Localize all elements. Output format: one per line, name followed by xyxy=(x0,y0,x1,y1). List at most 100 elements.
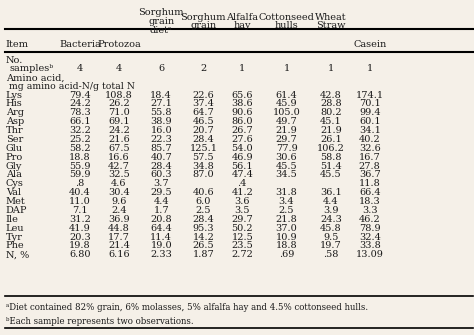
Text: Ser: Ser xyxy=(6,135,23,144)
Text: 2.33: 2.33 xyxy=(150,250,172,259)
Text: DAP: DAP xyxy=(6,206,27,215)
Text: Glu: Glu xyxy=(6,144,23,153)
Text: 66.1: 66.1 xyxy=(69,117,91,126)
Text: 27.8: 27.8 xyxy=(359,161,381,171)
Text: 40.6: 40.6 xyxy=(192,188,214,197)
Text: 59.9: 59.9 xyxy=(69,171,91,180)
Text: Alfalfa: Alfalfa xyxy=(226,13,258,22)
Text: 24.2: 24.2 xyxy=(69,99,91,109)
Text: 58.8: 58.8 xyxy=(320,153,342,162)
Text: 21.6: 21.6 xyxy=(108,135,130,144)
Text: 6: 6 xyxy=(158,64,164,73)
Text: Arg: Arg xyxy=(6,108,24,117)
Text: Protozoa: Protozoa xyxy=(97,40,141,49)
Text: 28.4: 28.4 xyxy=(192,215,214,224)
Text: 106.2: 106.2 xyxy=(317,144,345,153)
Text: 1: 1 xyxy=(283,64,290,73)
Text: 33.8: 33.8 xyxy=(359,242,381,251)
Text: 21.9: 21.9 xyxy=(320,126,342,135)
Text: 32.4: 32.4 xyxy=(359,232,381,242)
Text: 24.2: 24.2 xyxy=(108,126,130,135)
Text: 6.16: 6.16 xyxy=(108,250,130,259)
Text: Casein: Casein xyxy=(353,40,386,49)
Text: 6.80: 6.80 xyxy=(69,250,91,259)
Text: 29.7: 29.7 xyxy=(231,215,253,224)
Text: 3.5: 3.5 xyxy=(235,206,250,215)
Text: samplesᵇ: samplesᵇ xyxy=(9,64,54,73)
Text: 31.8: 31.8 xyxy=(276,188,297,197)
Text: 54.0: 54.0 xyxy=(231,144,253,153)
Text: 34.1: 34.1 xyxy=(359,126,381,135)
Text: 1: 1 xyxy=(239,64,246,73)
Text: Bacteria: Bacteria xyxy=(59,40,101,49)
Text: 44.8: 44.8 xyxy=(108,224,130,233)
Text: 36.7: 36.7 xyxy=(359,171,381,180)
Text: Item: Item xyxy=(6,40,29,49)
Text: 47.4: 47.4 xyxy=(231,171,253,180)
Text: dietᵃ: dietᵃ xyxy=(150,26,173,35)
Text: 11.8: 11.8 xyxy=(359,179,381,188)
Text: Ile: Ile xyxy=(6,215,18,224)
Text: .58: .58 xyxy=(323,250,338,259)
Text: 67.5: 67.5 xyxy=(108,144,130,153)
Text: 20.8: 20.8 xyxy=(150,215,172,224)
Text: 99.4: 99.4 xyxy=(359,108,381,117)
Text: 26.7: 26.7 xyxy=(231,126,253,135)
Text: 6.0: 6.0 xyxy=(196,197,211,206)
Text: 174.1: 174.1 xyxy=(356,90,384,99)
Text: Asp: Asp xyxy=(6,117,24,126)
Text: .8: .8 xyxy=(75,179,85,188)
Text: 80.2: 80.2 xyxy=(320,108,342,117)
Text: .69: .69 xyxy=(279,250,294,259)
Text: 2.72: 2.72 xyxy=(231,250,253,259)
Text: 20.3: 20.3 xyxy=(69,232,91,242)
Text: 16.6: 16.6 xyxy=(108,153,130,162)
Text: Phe: Phe xyxy=(6,242,24,251)
Text: No.: No. xyxy=(6,56,23,65)
Text: ᵃDiet contained 82% grain, 6% molasses, 5% alfalfa hay and 4.5% cottonseed hulls: ᵃDiet contained 82% grain, 6% molasses, … xyxy=(6,303,368,312)
Text: 50.2: 50.2 xyxy=(231,224,253,233)
Text: 22.6: 22.6 xyxy=(192,90,214,99)
Text: 55.9: 55.9 xyxy=(69,161,91,171)
Text: 26.2: 26.2 xyxy=(108,99,130,109)
Text: 64.4: 64.4 xyxy=(150,224,172,233)
Text: hulls: hulls xyxy=(274,21,299,30)
Text: Lys: Lys xyxy=(6,90,23,99)
Text: 46.5: 46.5 xyxy=(192,117,214,126)
Text: 78.9: 78.9 xyxy=(359,224,381,233)
Text: 3.9: 3.9 xyxy=(323,206,338,215)
Text: mg amino acid-N/g total N: mg amino acid-N/g total N xyxy=(9,82,135,91)
Text: 58.2: 58.2 xyxy=(69,144,91,153)
Text: 4.4: 4.4 xyxy=(154,197,169,206)
Text: 90.6: 90.6 xyxy=(231,108,253,117)
Text: 29.7: 29.7 xyxy=(276,135,297,144)
Text: N, %: N, % xyxy=(6,250,29,259)
Text: 78.3: 78.3 xyxy=(69,108,91,117)
Text: 18.8: 18.8 xyxy=(69,153,91,162)
Text: Val: Val xyxy=(6,188,21,197)
Text: 36.9: 36.9 xyxy=(108,215,130,224)
Text: 45.1: 45.1 xyxy=(320,117,342,126)
Text: 4: 4 xyxy=(116,64,122,73)
Text: 16.7: 16.7 xyxy=(359,153,381,162)
Text: 11.4: 11.4 xyxy=(150,232,172,242)
Text: 69.1: 69.1 xyxy=(108,117,130,126)
Text: 46.9: 46.9 xyxy=(231,153,253,162)
Text: 7.1: 7.1 xyxy=(73,206,88,215)
Text: 31.2: 31.2 xyxy=(69,215,91,224)
Text: 20.7: 20.7 xyxy=(192,126,214,135)
Text: 45.5: 45.5 xyxy=(276,161,297,171)
Text: Ala: Ala xyxy=(6,171,21,180)
Text: 79.4: 79.4 xyxy=(69,90,91,99)
Text: Sorghum: Sorghum xyxy=(181,13,226,22)
Text: 1: 1 xyxy=(328,64,334,73)
Text: 37.4: 37.4 xyxy=(192,99,214,109)
Text: 34.8: 34.8 xyxy=(192,161,214,171)
Text: 30.4: 30.4 xyxy=(108,188,130,197)
Text: 19.0: 19.0 xyxy=(150,242,172,251)
Text: 22.3: 22.3 xyxy=(150,135,172,144)
Text: 64.7: 64.7 xyxy=(192,108,214,117)
Text: 87.0: 87.0 xyxy=(192,171,214,180)
Text: Met: Met xyxy=(6,197,26,206)
Text: 34.5: 34.5 xyxy=(276,171,297,180)
